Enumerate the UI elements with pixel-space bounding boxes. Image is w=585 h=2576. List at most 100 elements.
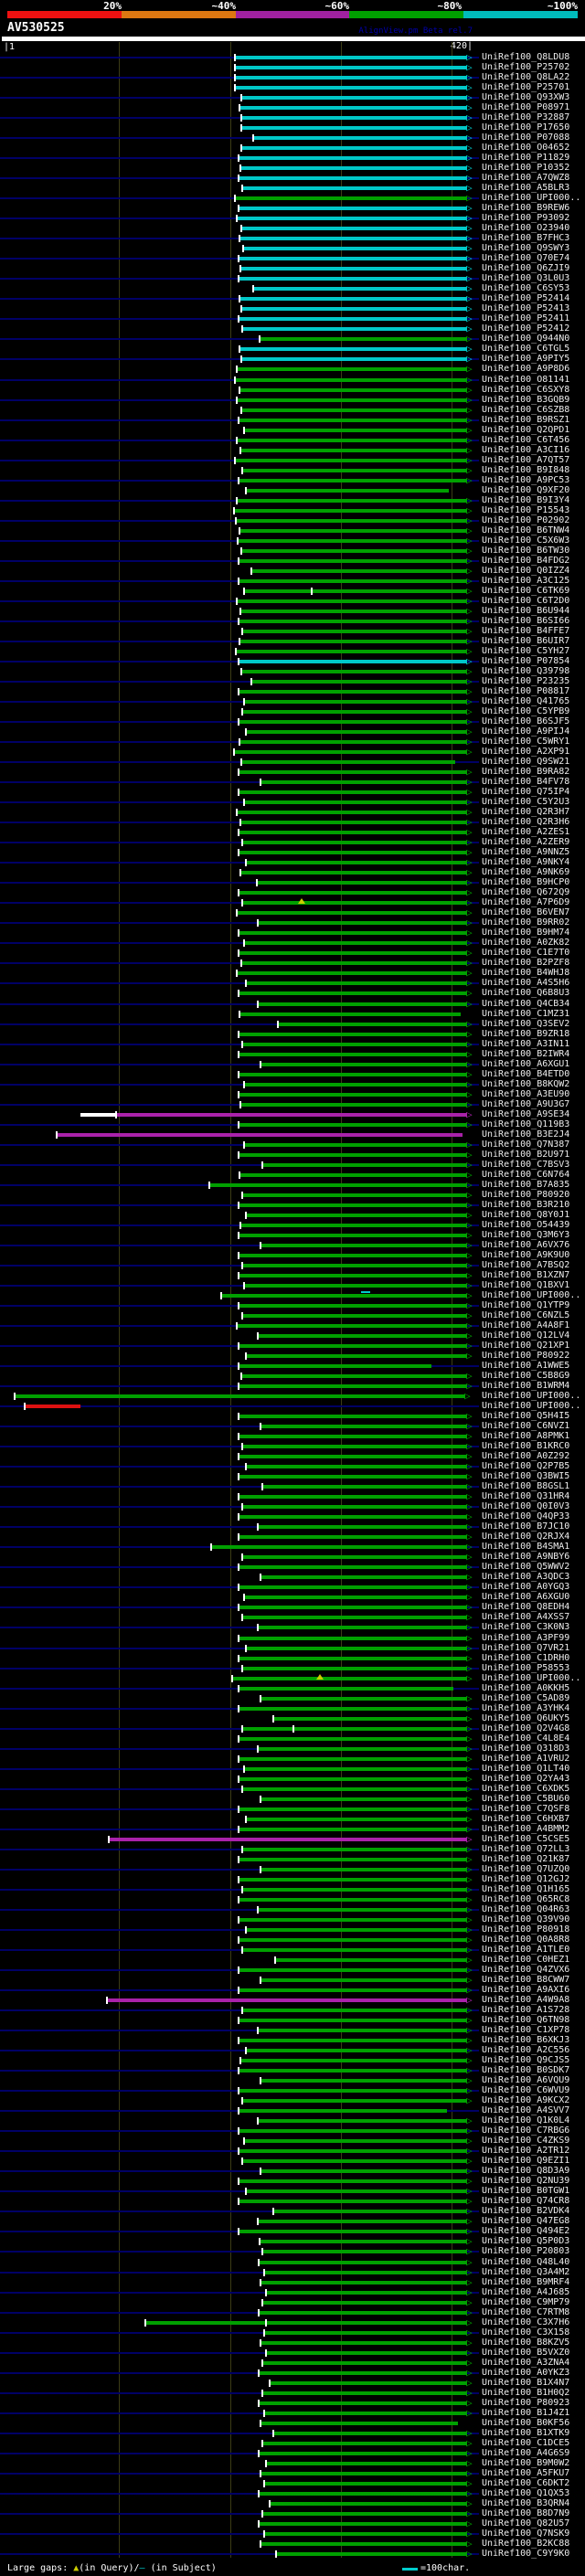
hit-label[interactable]: UniRef100_O23940 <box>482 223 570 233</box>
hsp-bar[interactable] <box>267 2351 467 2355</box>
hit-label[interactable]: UniRef100_Q7N387 <box>482 1140 570 1150</box>
hit-label[interactable]: UniRef100_B9RR02 <box>482 917 570 928</box>
hit-label[interactable]: UniRef100_Q1H165 <box>482 1884 570 1894</box>
hit-label[interactable]: UniRef100_B4FDG2 <box>482 556 570 566</box>
hit-label[interactable]: UniRef100_B6VEN7 <box>482 907 570 917</box>
hit-label[interactable]: UniRef100_A4G6S9 <box>482 2448 570 2458</box>
hit-label[interactable]: UniRef100_Q2P7B5 <box>482 1461 570 1471</box>
hsp-bar[interactable] <box>240 106 467 110</box>
hsp-bar[interactable] <box>239 991 467 995</box>
hit-label[interactable]: UniRef100_Q12LV4 <box>482 1330 570 1341</box>
hit-label[interactable]: UniRef100_P32887 <box>482 112 570 122</box>
hit-label[interactable]: UniRef100_C6DKT2 <box>482 2478 570 2488</box>
hit-label[interactable]: UniRef100_B1J4Z1 <box>482 2408 570 2418</box>
hit-label[interactable]: UniRef100_C1E7T0 <box>482 948 570 958</box>
hsp-bar[interactable] <box>239 1637 467 1640</box>
hit-label[interactable]: UniRef100_B9I848 <box>482 465 570 475</box>
hit-label[interactable]: UniRef100_Q2YA43 <box>482 1774 570 1784</box>
hit-label[interactable]: UniRef100_B6TW30 <box>482 546 570 556</box>
hsp-bar[interactable] <box>261 2079 467 2083</box>
hit-label[interactable]: UniRef100_UPI000.. <box>482 1290 581 1300</box>
hit-label[interactable]: UniRef100_C0HEZ1 <box>482 1955 570 1965</box>
hit-label[interactable]: UniRef100_Q2R3H7 <box>482 807 570 817</box>
hsp-bar[interactable] <box>265 2331 467 2335</box>
hit-label[interactable]: UniRef100_Q12GJ2 <box>482 1874 570 1884</box>
hit-label[interactable]: UniRef100_P80918 <box>482 1924 570 1935</box>
hit-label[interactable]: UniRef100_Q72LL3 <box>482 1844 570 1854</box>
hsp-bar[interactable] <box>245 1595 467 1599</box>
hsp-bar[interactable] <box>254 136 467 140</box>
hit-label[interactable]: UniRef100_A5FKU7 <box>482 2468 570 2478</box>
hsp-bar[interactable] <box>239 1707 467 1711</box>
hsp-bar[interactable] <box>243 630 467 633</box>
hit-label[interactable]: UniRef100_C4L8E4 <box>482 1733 570 1744</box>
hsp-bar[interactable] <box>238 971 467 975</box>
hsp-bar[interactable] <box>239 207 467 210</box>
hit-label[interactable]: UniRef100_B4SMA1 <box>482 1542 570 1552</box>
hit-label[interactable]: UniRef100_B3GQB9 <box>482 395 570 405</box>
hsp-bar[interactable] <box>241 871 467 875</box>
hit-label[interactable]: UniRef100_B5VXZ0 <box>482 2348 570 2358</box>
hit-label[interactable]: UniRef100_Q2QPD1 <box>482 425 570 435</box>
hit-label[interactable]: UniRef100_Q0I0V3 <box>482 1501 570 1511</box>
hsp-bar[interactable] <box>247 981 467 985</box>
hsp-bar[interactable] <box>236 86 467 90</box>
hsp-bar[interactable] <box>240 1173 467 1177</box>
hsp-bar[interactable] <box>241 1103 467 1107</box>
hit-label[interactable]: UniRef100_A4W9A8 <box>482 1995 570 2005</box>
hit-label[interactable]: UniRef100_A4XSS7 <box>482 1612 570 1622</box>
hit-label[interactable]: UniRef100_C4ZKS9 <box>482 2136 570 2146</box>
hsp-bar[interactable] <box>146 2321 467 2325</box>
hsp-bar[interactable] <box>263 2301 467 2305</box>
hit-label[interactable]: UniRef100_Q119B3 <box>482 1119 570 1129</box>
hsp-bar[interactable] <box>239 2230 467 2233</box>
hsp-bar[interactable] <box>261 1697 467 1701</box>
hsp-bar[interactable] <box>239 1455 467 1458</box>
hit-label[interactable]: UniRef100_O54439 <box>482 1220 570 1230</box>
hsp-bar[interactable] <box>245 1767 467 1771</box>
hit-label[interactable]: UniRef100_B4WHJ8 <box>482 968 570 978</box>
hsp-bar[interactable] <box>261 337 467 341</box>
hit-label[interactable]: UniRef100_B1XZN7 <box>482 1270 570 1280</box>
hit-label[interactable]: UniRef100_A2ZER9 <box>482 837 570 847</box>
hsp-bar[interactable] <box>243 2159 467 2163</box>
hit-label[interactable]: UniRef100_Q6TN98 <box>482 2015 570 2025</box>
hsp-bar[interactable] <box>260 2371 467 2375</box>
hsp-bar[interactable] <box>274 2432 467 2435</box>
hsp-bar[interactable] <box>239 770 467 774</box>
hit-label[interactable]: UniRef100_A6VQU9 <box>482 2075 570 2085</box>
hsp-bar[interactable] <box>58 1133 463 1137</box>
hsp-bar[interactable] <box>247 730 467 734</box>
hit-label[interactable]: UniRef100_Q82U57 <box>482 2518 570 2528</box>
hit-label[interactable]: UniRef100_A9NBY6 <box>482 1552 570 1562</box>
hsp-bar[interactable] <box>261 1575 467 1579</box>
hsp-bar[interactable] <box>247 1647 467 1650</box>
hsp-bar[interactable] <box>239 1535 467 1539</box>
hit-label[interactable]: UniRef100_A1VRU2 <box>482 1754 570 1764</box>
hsp-bar[interactable] <box>279 1023 467 1026</box>
hsp-bar[interactable] <box>240 529 467 533</box>
hsp-bar[interactable] <box>267 2291 467 2295</box>
hit-label[interactable]: UniRef100_P10352 <box>482 163 570 173</box>
hit-label[interactable]: UniRef100_C7QSF8 <box>482 1804 570 1814</box>
hit-label[interactable]: UniRef100_B7JC10 <box>482 1521 570 1532</box>
hit-label[interactable]: UniRef100_UPI000.. <box>482 1401 581 1411</box>
hsp-bar[interactable] <box>241 449 467 452</box>
hit-label[interactable]: UniRef100_A3CI16 <box>482 445 570 455</box>
hit-label[interactable]: UniRef100_Q5WWV2 <box>482 1562 570 1572</box>
hsp-bar[interactable] <box>245 941 467 945</box>
hit-label[interactable]: UniRef100_Q04R63 <box>482 1904 570 1914</box>
hsp-bar[interactable] <box>243 1043 467 1046</box>
hit-label[interactable]: UniRef100_A9PIJ4 <box>482 726 570 737</box>
hit-label[interactable]: UniRef100_C1XP78 <box>482 2025 570 2035</box>
hit-label[interactable]: UniRef100_C7BSV3 <box>482 1160 570 1170</box>
hit-label[interactable]: UniRef100_Q9CJS5 <box>482 2055 570 2065</box>
hit-label[interactable]: UniRef100_B8GSL1 <box>482 1481 570 1491</box>
hit-label[interactable]: UniRef100_C6NZL5 <box>482 1310 570 1320</box>
hsp-bar[interactable] <box>26 1405 80 1408</box>
hit-label[interactable]: UniRef100_A7BSQ2 <box>482 1260 570 1270</box>
hsp-bar[interactable] <box>274 2210 467 2213</box>
hsp-bar[interactable] <box>238 439 467 442</box>
hsp-bar-segment[interactable] <box>80 1113 117 1117</box>
hit-label[interactable]: UniRef100_B6TNW4 <box>482 525 570 535</box>
